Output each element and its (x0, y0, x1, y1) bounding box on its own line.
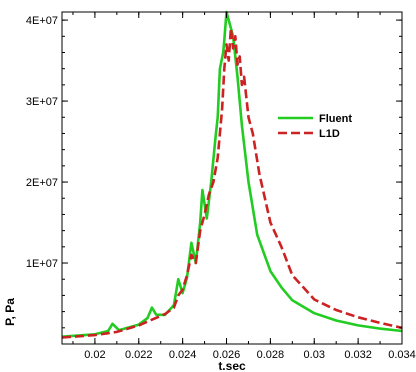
legend: Fluent L1D (278, 113, 352, 140)
y-tick-label-1: 2E+07 (26, 177, 58, 189)
axis-ticks (62, 12, 403, 344)
plot-area (61, 10, 403, 339)
plot-frame (61, 11, 403, 345)
x-axis-title: t.sec (218, 359, 246, 372)
y-tick-label-3: 4E+07 (26, 15, 58, 27)
legend-label-fluent: Fluent (319, 113, 352, 125)
x-tick-label-1: 0.022 (125, 349, 153, 361)
series-line-fluent (61, 10, 403, 338)
x-tick-label-5: 0.03 (304, 349, 325, 361)
series-line-l1d (61, 26, 403, 339)
x-tick-label-7: 0.034 (388, 349, 416, 361)
x-tick-label-2: 0.024 (169, 349, 197, 361)
x-tick-label-0: 0.02 (84, 349, 105, 361)
tick-labels: 0.02 0.022 0.024 0.026 0.028 0.03 0.032 0.034 1E… (26, 15, 416, 361)
x-tick-label-6: 0.032 (344, 349, 372, 361)
legend-label-l1d: L1D (319, 128, 340, 140)
y-tick-label-0: 1E+07 (26, 258, 58, 270)
x-tick-label-3: 0.026 (213, 349, 241, 361)
y-axis-title: P, Pa (3, 298, 17, 326)
y-tick-label-2: 3E+07 (26, 96, 58, 108)
x-tick-label-4: 0.028 (257, 349, 285, 361)
